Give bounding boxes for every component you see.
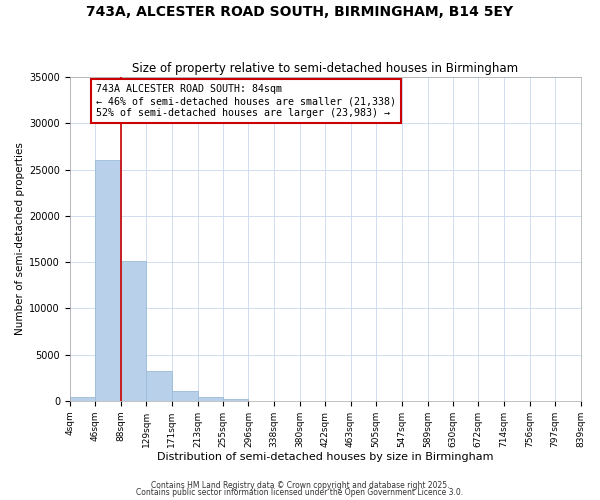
- Y-axis label: Number of semi-detached properties: Number of semi-detached properties: [15, 142, 25, 336]
- Title: Size of property relative to semi-detached houses in Birmingham: Size of property relative to semi-detach…: [132, 62, 518, 74]
- Bar: [223, 399, 248, 401]
- Bar: [121, 261, 146, 401]
- Bar: [197, 397, 223, 401]
- Text: 743A ALCESTER ROAD SOUTH: 84sqm
← 46% of semi-detached houses are smaller (21,33: 743A ALCESTER ROAD SOUTH: 84sqm ← 46% of…: [96, 84, 396, 117]
- Bar: [146, 371, 172, 401]
- Bar: [172, 390, 197, 401]
- Text: 743A, ALCESTER ROAD SOUTH, BIRMINGHAM, B14 5EY: 743A, ALCESTER ROAD SOUTH, BIRMINGHAM, B…: [86, 5, 514, 19]
- Text: Contains HM Land Registry data © Crown copyright and database right 2025.: Contains HM Land Registry data © Crown c…: [151, 480, 449, 490]
- Text: Contains public sector information licensed under the Open Government Licence 3.: Contains public sector information licen…: [136, 488, 464, 497]
- Bar: [95, 160, 121, 401]
- X-axis label: Distribution of semi-detached houses by size in Birmingham: Distribution of semi-detached houses by …: [157, 452, 493, 462]
- Bar: [70, 397, 95, 401]
